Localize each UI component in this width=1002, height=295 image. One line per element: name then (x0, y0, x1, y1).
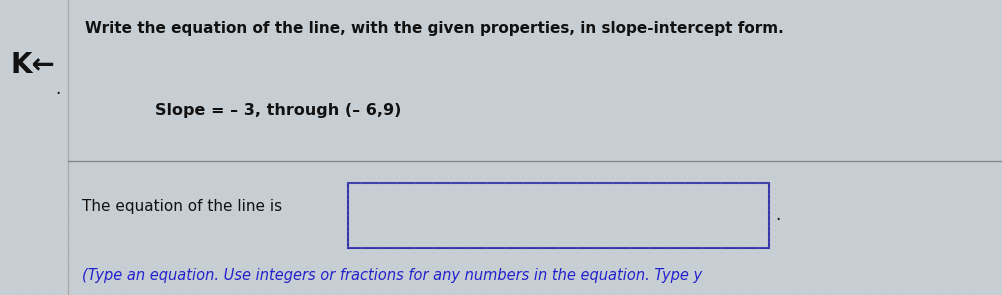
Text: .: . (776, 206, 781, 224)
Text: The equation of the line is: The equation of the line is (82, 199, 283, 214)
Text: Write the equation of the line, with the given properties, in slope-intercept fo: Write the equation of the line, with the… (85, 21, 784, 36)
Bar (348, 183, 769, 248)
Bar (348, 183, 769, 248)
Text: .: . (55, 79, 61, 98)
Text: Slope = – 3, through (– 6,9): Slope = – 3, through (– 6,9) (155, 103, 402, 118)
Text: K←: K← (11, 51, 55, 79)
Text: (Type an equation. Use integers or fractions for any numbers in the equation. Ty: (Type an equation. Use integers or fract… (82, 268, 702, 283)
